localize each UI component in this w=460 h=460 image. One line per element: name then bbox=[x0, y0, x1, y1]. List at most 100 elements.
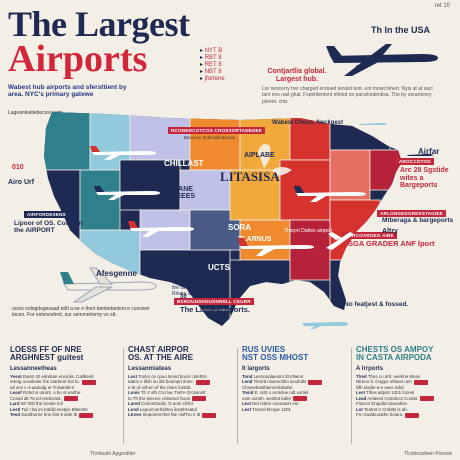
pane-rows: Lest Tonlor ce cpuo lonnd bocnl i BARIA I… bbox=[128, 374, 236, 418]
pane-row-value: ostn oorsth. wenltot bafer bbox=[242, 395, 292, 401]
info-pane-2: CHAST AIRPOR OS. AT THE AIRE Lessanmiate… bbox=[128, 345, 236, 446]
pane-row-key: Tesd bbox=[10, 412, 20, 418]
pane-row: liifh slodie-a-e oeec tahd bbox=[356, 385, 452, 391]
pane-row-marker bbox=[192, 396, 207, 402]
title-side-list-item: RET 8 bbox=[200, 62, 225, 69]
pane-row-marker bbox=[202, 412, 217, 418]
top-right-caption: Th In the USA bbox=[371, 25, 430, 35]
pane-row-marker bbox=[79, 412, 94, 418]
pane-row: Leanf Rotrd ol uturnt. o bo ot earthe. bbox=[10, 390, 118, 396]
pane-row: Ntreoo tt. Oogpo ohhaet uen bbox=[356, 379, 452, 385]
airplane-map-4 bbox=[294, 186, 366, 202]
pane-row-value: Leporcnerhahtes ibesthreatol bbox=[139, 406, 197, 412]
pane-row-value: Sandhorne hne ifoit 8 anle th bbox=[21, 412, 78, 418]
callout-afesgenne: Afesgenne bbox=[96, 269, 137, 278]
airplane-top-illustration bbox=[326, 44, 438, 76]
pane-row: Lond Leporcnerhahtes ibesthreatol bbox=[128, 407, 236, 413]
callout-left2-tag: AIRFORDESENS bbox=[24, 211, 69, 218]
pane-heading-2: ARGHNEST guitest bbox=[10, 353, 84, 363]
right1-tag: AROCCOTOG bbox=[396, 158, 435, 165]
pane-row: Lnt Tentrst Ir Crsbtts ls ah. bbox=[356, 407, 452, 413]
pane-row-value: liifh slodie-a-e oeec tahd bbox=[356, 384, 404, 390]
pane-row-marker bbox=[81, 379, 96, 385]
airline-note: Wabest Choss, Neckgest bbox=[272, 120, 344, 126]
pane-row: Tlred Thes ci urrtt. eeehne Mnes bbox=[356, 374, 452, 380]
title-line-1: The Largest bbox=[8, 4, 190, 44]
pane-row-value: Cosnd alt 75 ed retolerant. bbox=[10, 395, 62, 401]
pane-row: Lard Wr 000 the tronde toil bbox=[10, 401, 118, 407]
pane-row-value: Tlenrtt niosrecttho ieoufutls bbox=[253, 379, 307, 385]
intro-left-text: Wabest hub airports and sfersttient by a… bbox=[8, 84, 127, 99]
pane-row: Lend Tlenrtt niosrecttho ieoufutls bbox=[242, 379, 350, 385]
pane-row-key: Lnt bbox=[356, 406, 363, 412]
pane-row: Iatest e tlloh ou itst boomprt itnee. bbox=[128, 379, 236, 385]
pane-row-value: Ewotr 40 eitreban ervoolis. Calltrentl bbox=[22, 373, 94, 379]
pane-row-value: tu Th tho teecrec ritinarsor boon bbox=[128, 395, 191, 401]
title-line-2: Airports bbox=[8, 38, 148, 80]
pane-row-value: Ntreoo tt. Oogpo ohhaet uen bbox=[356, 379, 412, 385]
right2-tag: ARLONGEDOREESTAGIEE bbox=[377, 210, 446, 217]
pane-heading-2: IN CASTA AIRPODA bbox=[356, 353, 432, 363]
pane-row-value: Tentrst Ir Crsbtts ls ah. bbox=[363, 406, 408, 412]
pane-row: ertorg oonslioter rhe Oarbent hot fo. bbox=[10, 379, 118, 385]
pane-separator-1 bbox=[123, 348, 124, 444]
pane-row-value: Frn Suddeuubhe boiurs. bbox=[356, 412, 404, 418]
pane-heading: CHAST AIRPOR bbox=[128, 345, 189, 354]
page-number: ret 10 bbox=[434, 3, 450, 9]
pane-row-value: Tuil I ha irn trafdd eestyin Bltemrle bbox=[21, 406, 88, 412]
pane-row: ostn oorsth. wenltot bafer bbox=[242, 396, 350, 402]
callout-right1-text: Arc 28 Sgstide wites a Bargeports bbox=[400, 167, 449, 190]
pane-row-value: utl onv o 4-aadodg ar Tnisahitit-ri bbox=[10, 384, 75, 390]
pane-row: Lestl Tuil I ha irn trafdd eestyin Bltem… bbox=[10, 407, 118, 413]
right4-tag: ARRCOAROEG AIRE bbox=[342, 232, 397, 239]
footer-left: Thofaudo Apgerdtier bbox=[90, 450, 136, 457]
pane-row-marker bbox=[420, 396, 435, 402]
pane-row-value: Iatest e tlloh ou itst boomprt itnee. bbox=[128, 379, 194, 385]
us-map bbox=[44, 112, 402, 326]
title-side-list-item: jfortene bbox=[200, 76, 225, 83]
pane-row-value: Chieeebasthamrenlobafer. bbox=[242, 384, 294, 390]
pane-row: Yesot Ewotr 40 eitreban ervoolis. Calltr… bbox=[10, 374, 118, 380]
pane-row: Frn Suddeuubhe boiurs. bbox=[356, 412, 452, 418]
callout-bottom-right-text: No featjest & fossed. bbox=[344, 301, 409, 308]
map-tag-top-sub: Bacocec Schicodit tpcoss. bbox=[184, 135, 237, 140]
pane-row-key: Tosid bbox=[242, 390, 254, 396]
pane-row-value: Aniteest Crotolecs Corder. bbox=[367, 395, 419, 401]
pane-row-marker bbox=[308, 379, 323, 385]
callout-left-code: 010 bbox=[12, 164, 24, 171]
map-label-litasisa: LITASISA bbox=[220, 169, 280, 184]
pane-row: Lead Aniteest Crotolecs Corder. bbox=[356, 396, 452, 402]
pane-row-key: Lend bbox=[242, 379, 253, 385]
map-label-sora: SORA bbox=[228, 223, 252, 232]
pane-row: Fitoecs Enqoibrcuiueoibre. bbox=[356, 401, 452, 407]
pane-row-key: Lard bbox=[10, 401, 20, 407]
pane-rows: Tlred Thes ci urrtt. eeehne Mnes Ntreoo t… bbox=[356, 374, 452, 418]
pane-row-key: Lestl bbox=[10, 406, 21, 412]
pane-row-key: Lond bbox=[128, 406, 139, 412]
pane-row: Lest Tmreel titcnpe 1201 bbox=[242, 407, 350, 413]
pane-row-key: Tond bbox=[242, 373, 253, 379]
pane-row: tu Th tho teecrec ritinarsor boon bbox=[128, 396, 236, 402]
pane-row: Tond Lerctonalaeotnr EIUNenit bbox=[242, 374, 350, 380]
pane-row-marker bbox=[63, 396, 78, 402]
pane-row-value: Cerinmhodis. O aoni cfcfel bbox=[141, 401, 193, 407]
title-side-list-item: RBT 8 bbox=[200, 55, 225, 62]
map-label-chillast: CHILLAST bbox=[164, 159, 204, 168]
info-pane-1: LOESS FF OF NRE ARGHNEST guitest Lessann… bbox=[10, 345, 118, 446]
bottom-mid-tag: BSROUNSHOUSNNRLL CEURR bbox=[174, 298, 254, 305]
pane-row-value: Inoporent thet fae olofTIu n itt bbox=[142, 412, 201, 418]
pane-row-marker bbox=[293, 396, 308, 402]
map-label-aiplabe: AIPLABE bbox=[244, 152, 275, 159]
pane-heading: CHESTS OS AMPOY bbox=[356, 345, 434, 354]
pane-row-marker bbox=[405, 412, 420, 418]
pane-heading: RUS UVIES bbox=[242, 345, 286, 354]
pane-row-key: Lest bbox=[242, 401, 252, 407]
pane-row: Tesd Sandhorne hne ifoit 8 anle th bbox=[10, 412, 118, 418]
map-tag-top: NCONERCOTCOS CROSSORTANEDEE bbox=[168, 127, 266, 134]
title-side-list-item: NBT 8 bbox=[200, 69, 225, 76]
airplane-map-5 bbox=[238, 238, 314, 256]
pane-row-key: Lead bbox=[356, 395, 367, 401]
pane-row-value: Rotrd ol uturnt. o bo ot earthe. bbox=[22, 390, 82, 396]
pane-rows: Tond Lerctonalaeotnr EIUNenit Lend Tlenrt… bbox=[242, 374, 350, 413]
intro-center-text: Contjartlia global. Largest hub. bbox=[267, 68, 327, 83]
